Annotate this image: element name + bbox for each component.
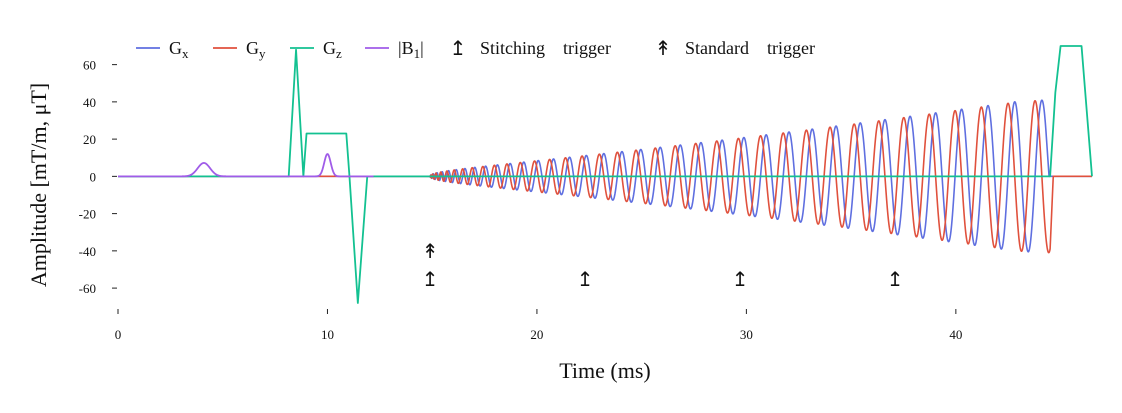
legend-item-B1: |B1| — [365, 38, 424, 61]
plot-area — [117, 45, 1093, 304]
y-tick-label: -40 — [79, 244, 96, 259]
x-axis-title: Time (ms) — [559, 358, 650, 383]
legend-label: Standard trigger — [685, 38, 815, 58]
series-gy-line — [118, 100, 1092, 254]
stitching-trigger-marker: ↥ — [732, 267, 749, 291]
legend-item-Gx: Gx — [136, 38, 189, 61]
legend-item-standard: ↟ Standard trigger — [655, 36, 815, 60]
series-gz-line — [118, 45, 1093, 304]
legend-item-Gy: Gy — [213, 38, 266, 61]
legend-marker: ↥ — [450, 36, 467, 60]
x-tick-label: 10 — [321, 327, 334, 342]
trigger-markers: ↥ ↥ ↥ ↥ ↟ — [422, 239, 904, 291]
standard-trigger-marker: ↟ — [422, 239, 439, 263]
legend-item-Gz: Gz — [290, 38, 342, 61]
series-b1-line — [117, 153, 375, 178]
x-tick-label: 30 — [740, 327, 753, 342]
legend-label: Gx — [169, 38, 189, 61]
stitching-trigger-marker: ↥ — [422, 267, 439, 291]
axes: 60 40 20 0 -20 -40 -60 0 10 20 30 40 — [79, 58, 963, 342]
legend-label: Gy — [246, 38, 266, 61]
y-tick-label: 0 — [90, 169, 97, 184]
series-gx-line — [118, 99, 1092, 253]
legend-item-stitching: ↥ Stitching trigger — [450, 36, 611, 60]
y-tick-label: 20 — [83, 132, 96, 147]
x-tick-label: 20 — [530, 327, 543, 342]
legend: Gx Gy Gz |B1| ↥ Stitching trigger ↟ Standard tr… — [136, 36, 815, 61]
legend-label: |B1| — [398, 38, 424, 61]
y-axis-title: Amplitude [mT/m, μT] — [26, 83, 51, 287]
y-tick-label: -20 — [79, 207, 96, 222]
legend-label: Stitching trigger — [480, 38, 611, 58]
y-tick-label: 40 — [83, 95, 96, 110]
x-tick-label: 0 — [115, 327, 122, 342]
stitching-trigger-marker: ↥ — [577, 267, 594, 291]
y-tick-label: 60 — [83, 58, 96, 73]
stitching-trigger-marker: ↥ — [887, 267, 904, 291]
legend-marker: ↟ — [655, 36, 672, 60]
x-tick-label: 40 — [949, 327, 962, 342]
legend-label: Gz — [323, 38, 342, 61]
y-tick-label: -60 — [79, 281, 96, 296]
